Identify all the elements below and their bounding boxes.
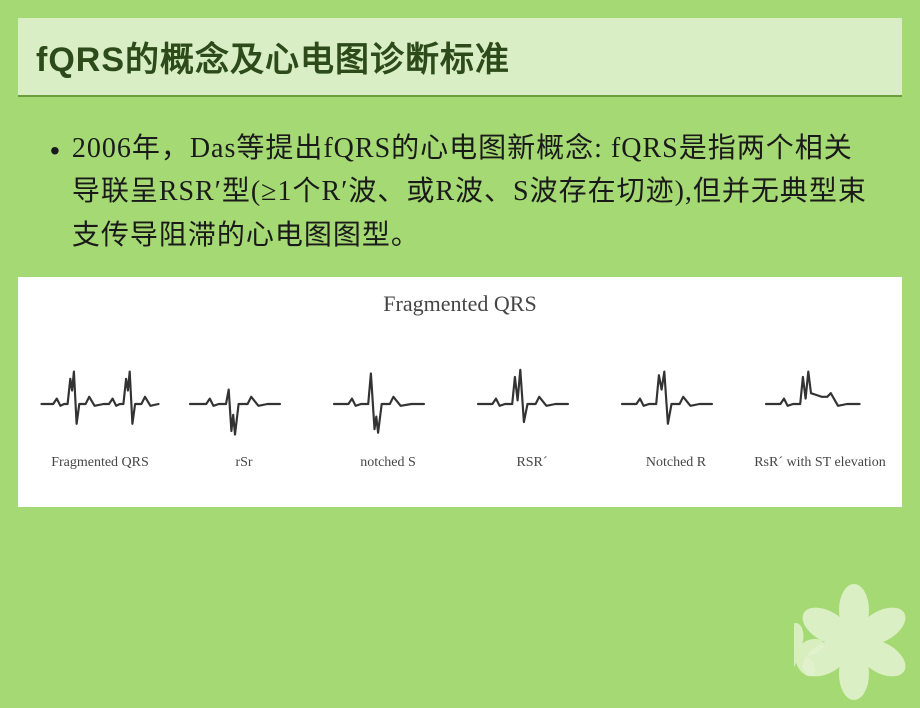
waveform-label: RSR´ [516, 455, 547, 471]
bullet-paragraph: • 2006年，Das等提出fQRS的心电图新概念: fQRS是指两个相关导联呈… [50, 127, 870, 257]
body-area: • 2006年，Das等提出fQRS的心电图新概念: fQRS是指两个相关导联呈… [0, 97, 920, 257]
ecg-waveform-icon [316, 359, 460, 449]
waveform-column: notched S [316, 359, 460, 471]
waveform-label: Notched R [646, 455, 706, 471]
waveform-column: rSr [172, 359, 316, 471]
ecg-waveform-icon [460, 359, 604, 449]
waveform-label: Fragmented QRS [51, 455, 149, 471]
ecg-waveform-icon [748, 359, 892, 449]
figure-title: Fragmented QRS [28, 291, 892, 317]
bullet-dot-icon: • [50, 127, 60, 174]
figure-panel: Fragmented QRS Fragmented QRS rSr notched … [18, 277, 902, 507]
title-bar: fQRS的概念及心电图诊断标准 [18, 18, 902, 97]
waveform-row: Fragmented QRS rSr notched S RSR´ Notched R R… [28, 325, 892, 497]
flower-decoration-icon [794, 582, 914, 702]
waveform-column: RsR´ with ST elevation [748, 359, 892, 471]
paragraph-text: 2006年，Das等提出fQRS的心电图新概念: fQRS是指两个相关导联呈RS… [72, 127, 870, 257]
waveform-label: RsR´ with ST elevation [754, 455, 886, 471]
ecg-waveform-icon [604, 359, 748, 449]
waveform-label: rSr [235, 455, 252, 471]
ecg-waveform-icon [172, 359, 316, 449]
waveform-column: Fragmented QRS [28, 359, 172, 471]
waveform-label: notched S [360, 455, 416, 471]
ecg-waveform-icon [28, 359, 172, 449]
waveform-column: Notched R [604, 359, 748, 471]
slide-title: fQRS的概念及心电图诊断标准 [36, 32, 884, 81]
waveform-column: RSR´ [460, 359, 604, 471]
